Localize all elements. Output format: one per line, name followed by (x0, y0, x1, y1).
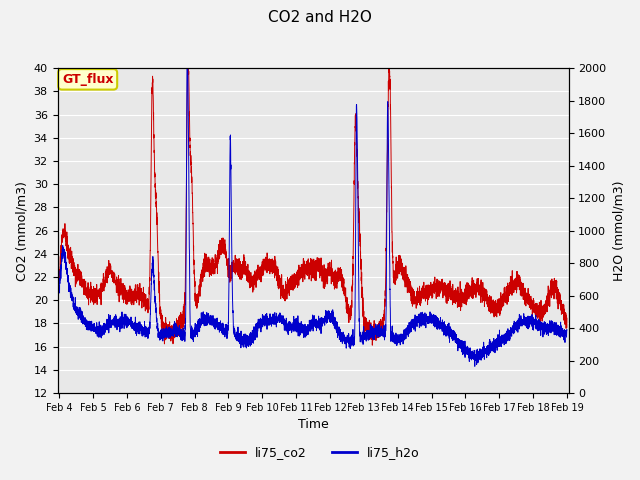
Text: GT_flux: GT_flux (62, 73, 113, 86)
Y-axis label: H2O (mmol/m3): H2O (mmol/m3) (612, 180, 625, 281)
Y-axis label: CO2 (mmol/m3): CO2 (mmol/m3) (15, 181, 28, 281)
X-axis label: Time: Time (298, 419, 328, 432)
Legend: li75_co2, li75_h2o: li75_co2, li75_h2o (215, 441, 425, 464)
Text: CO2 and H2O: CO2 and H2O (268, 10, 372, 24)
